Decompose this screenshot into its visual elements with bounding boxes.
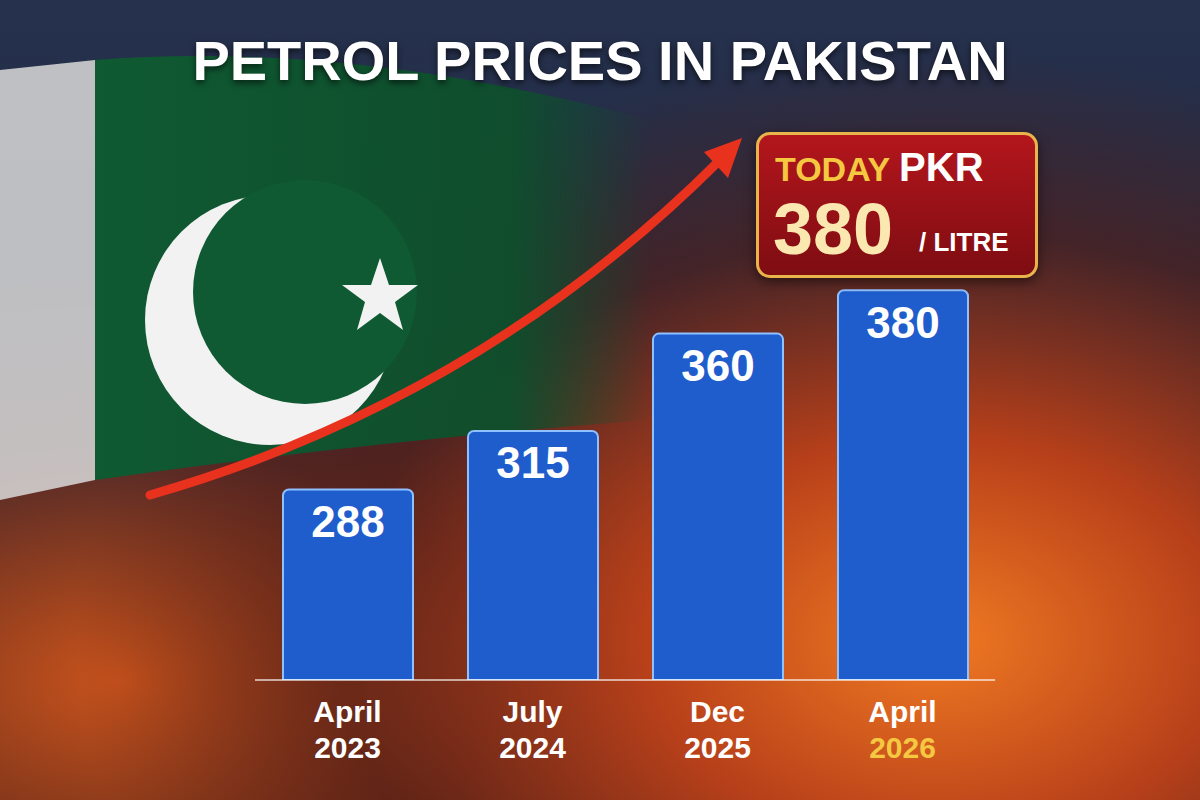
svg-text:380: 380	[866, 298, 939, 347]
svg-text:288: 288	[311, 497, 384, 546]
html-text:PETROL PRICES IN PAKISTAN: PETROL PRICES IN PAKISTAN	[192, 29, 1008, 92]
svg-text:315: 315	[496, 438, 569, 487]
svg-text:April2023: April2023	[313, 695, 381, 764]
svg-text:Dec2025: Dec2025	[684, 695, 751, 764]
html-text:TODAY PKR: TODAY PKR	[775, 145, 984, 189]
html-text:380: 380	[773, 189, 894, 269]
html-text:/ LITRE: / LITRE	[919, 227, 1009, 257]
svg-text:July2024: July2024	[499, 695, 566, 764]
svg-text:360: 360	[681, 341, 754, 390]
svg-text:April2026: April2026	[868, 695, 936, 764]
